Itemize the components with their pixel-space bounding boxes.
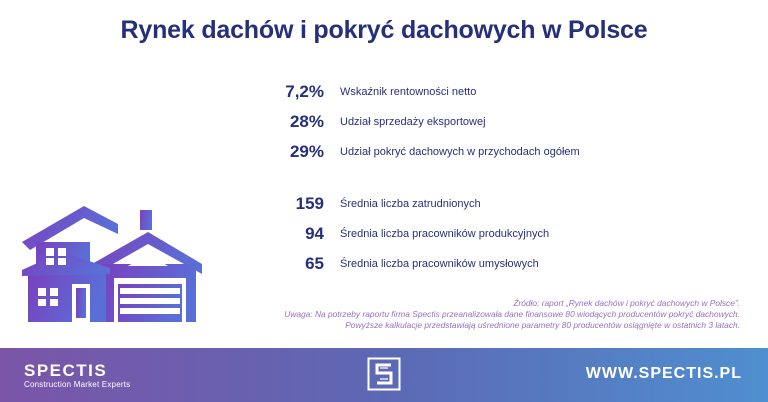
stat-export-share: 28% Udział sprzedaży eksportowej xyxy=(230,110,750,134)
stat-value: 65 xyxy=(305,254,324,273)
stat-label: Średnia liczba pracowników produkcyjnych xyxy=(340,228,550,240)
spectis-s-logo-icon xyxy=(367,357,401,391)
house-icon xyxy=(22,206,202,322)
footer-bar: SPECTIS Construction Market Experts WWW.… xyxy=(0,348,768,402)
brand-name: SPECTIS xyxy=(24,361,108,380)
stat-label: Udział sprzedaży eksportowej xyxy=(340,116,486,128)
stat-value: 159 xyxy=(295,194,324,213)
brand-logo[interactable]: SPECTIS Construction Market Experts xyxy=(24,362,130,390)
page-title: Rynek dachów i pokryć dachowych w Polsce xyxy=(120,16,648,44)
stat-avg-office-workers: 65 Średnia liczba pracowników umysłowych xyxy=(230,252,750,276)
stat-avg-employees: 159 Średnia liczba zatrudnionych xyxy=(230,192,750,216)
brand-tagline: Construction Market Experts xyxy=(24,380,131,389)
stat-avg-production-workers: 94 Średnia liczba pracowników produkcyjn… xyxy=(230,222,750,246)
note-calculation: Powyższe kalkulacje przedstawiają uśredn… xyxy=(345,320,740,330)
stat-value: 7,2% xyxy=(285,82,324,101)
stat-label: Średnia liczba zatrudnionych xyxy=(340,198,481,210)
stat-label: Udział pokryć dachowych w przychodach og… xyxy=(340,146,580,158)
stat-value: 28% xyxy=(289,112,324,131)
stat-net-profitability: 7,2% Wskaźnik rentowności netto xyxy=(230,80,750,104)
stat-value: 94 xyxy=(305,224,324,243)
stat-value: 29% xyxy=(289,142,324,161)
note-source: Źródło: raport „Rynek dachów i pokryć da… xyxy=(513,298,740,308)
source-notes: Źródło: raport „Rynek dachów i pokryć da… xyxy=(180,298,740,331)
stat-label: Średnia liczba pracowników umysłowych xyxy=(340,258,539,270)
stat-label: Wskaźnik rentowności netto xyxy=(340,86,477,98)
stat-roofing-revenue-share: 29% Udział pokryć dachowych w przychodac… xyxy=(230,140,750,164)
note-methodology: Uwaga: Na potrzeby raportu firma Spectis… xyxy=(284,309,740,319)
website-link[interactable]: WWW.SPECTIS.PL xyxy=(585,365,742,382)
